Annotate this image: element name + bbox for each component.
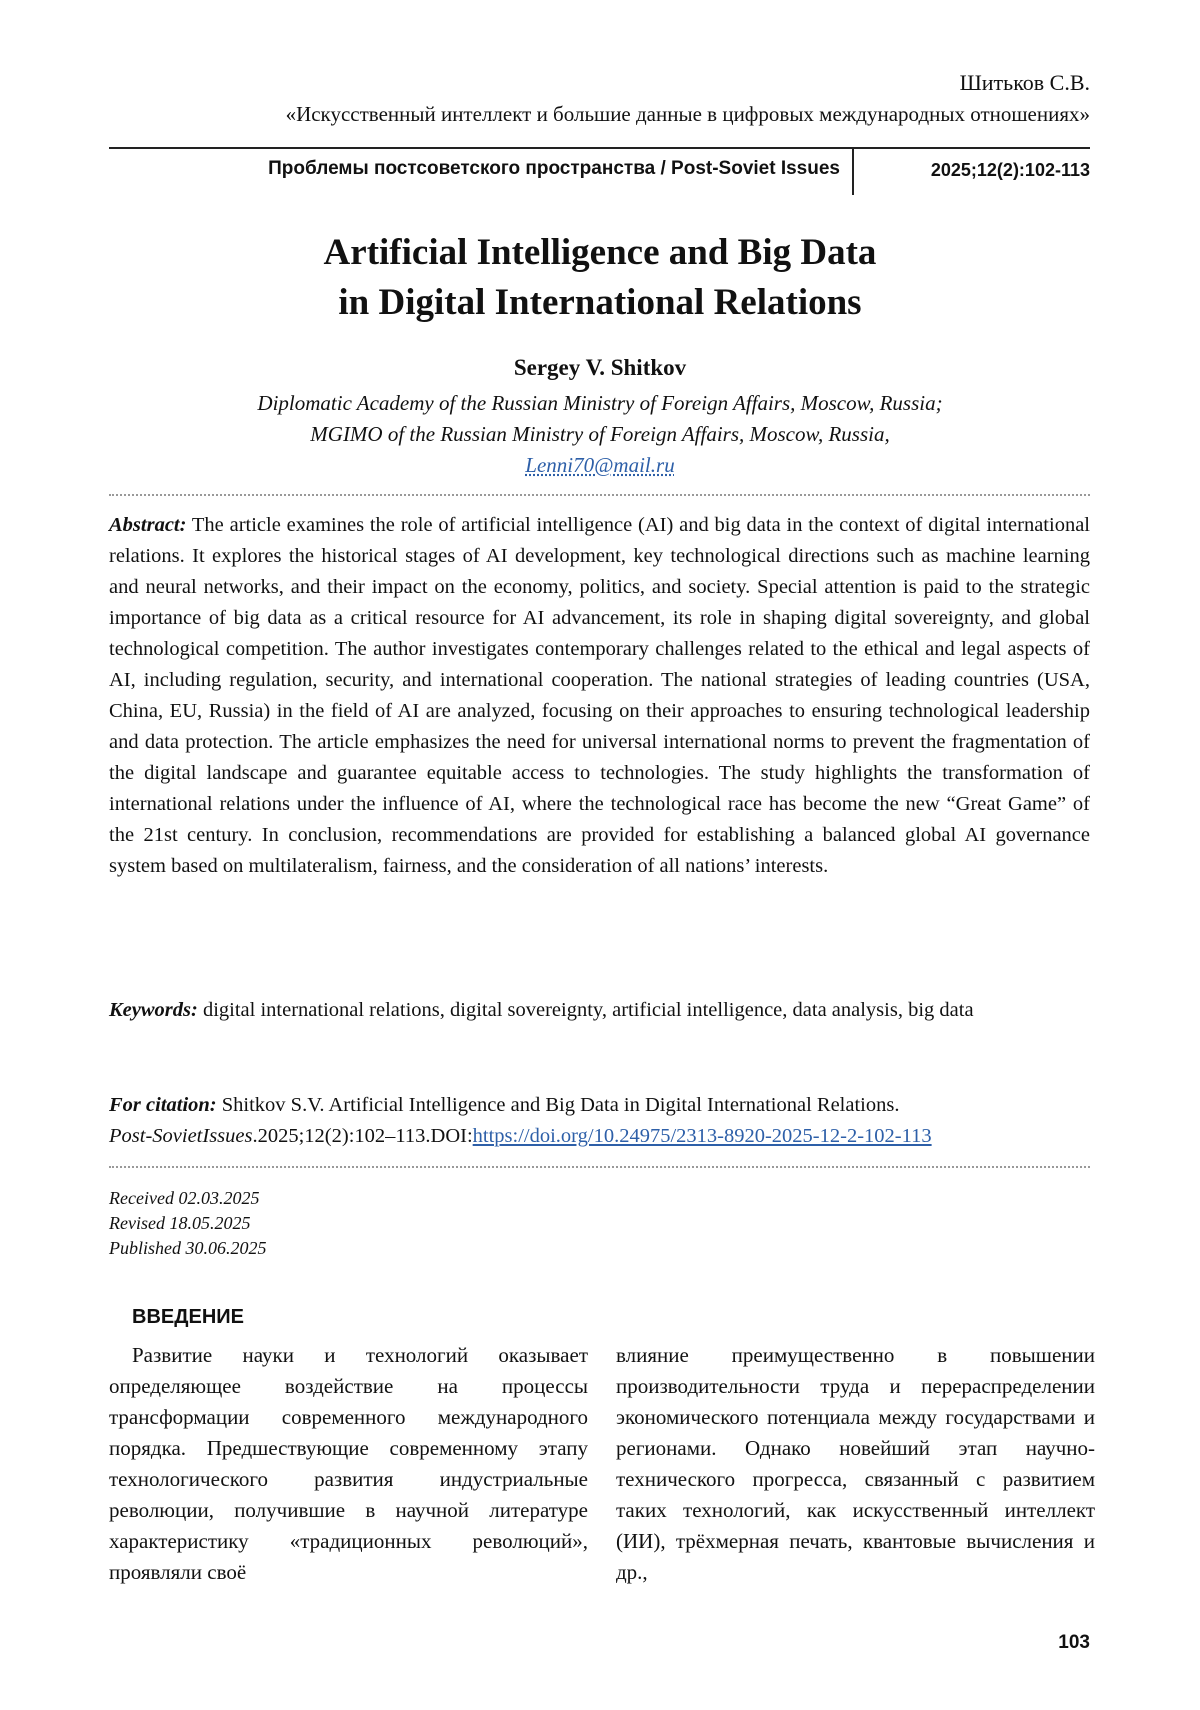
title-line-1: Artificial Intelligence and Big Data [0, 228, 1200, 278]
author-email-link[interactable]: Lenni70@mail.ru [525, 453, 674, 477]
dotted-divider [109, 494, 1090, 496]
running-header-title: «Искусственный интеллект и большие данны… [286, 102, 1090, 127]
abstract-label: Abstract: [109, 514, 186, 536]
revised-date: Revised 18.05.2025 [109, 1211, 267, 1236]
dotted-divider-2 [109, 1166, 1090, 1168]
citation-text: Shitkov S.V. Artificial Intelligence and… [222, 1094, 900, 1116]
keywords: Keywords: digital international relation… [109, 995, 1090, 1026]
header-rule [109, 147, 1090, 149]
article-title: Artificial Intelligence and Big Data in … [0, 228, 1200, 328]
author-name: Sergey V. Shitkov [0, 355, 1200, 381]
journal-name: Проблемы постсоветского пространства / P… [268, 158, 840, 180]
affiliation-2: MGIMO of the Russian Ministry of Foreign… [0, 419, 1200, 450]
section-heading: ВВЕДЕНИЕ [132, 1306, 244, 1329]
page-number: 103 [1058, 1632, 1090, 1654]
citation-details: .2025;12(2):102–113.DOI: [252, 1125, 472, 1147]
citation-label: For citation: [109, 1094, 217, 1116]
keywords-label: Keywords: [109, 999, 198, 1021]
received-date: Received 02.03.2025 [109, 1186, 267, 1211]
body-column-left: Развитие науки и технологий оказывает оп… [109, 1340, 588, 1588]
abstract-text: The article examines the role of artific… [109, 514, 1090, 877]
running-header-author: Шитьков С.В. [960, 70, 1090, 96]
citation-journal: Post-SovietIssues [109, 1125, 252, 1147]
citation: For citation: Shitkov S.V. Artificial In… [109, 1090, 1090, 1152]
keywords-text: digital international relations, digital… [203, 999, 974, 1021]
header-divider [852, 147, 854, 195]
article-dates: Received 02.03.2025 Revised 18.05.2025 P… [109, 1186, 267, 1261]
doi-link[interactable]: https://doi.org/10.24975/2313-8920-2025-… [473, 1125, 932, 1147]
issue-info: 2025;12(2):102-113 [931, 160, 1090, 181]
body-column-right: влияние преимущественно в повышении прои… [616, 1340, 1095, 1588]
affiliations: Diplomatic Academy of the Russian Minist… [0, 388, 1200, 481]
affiliation-1: Diplomatic Academy of the Russian Minist… [0, 388, 1200, 419]
published-date: Published 30.06.2025 [109, 1236, 267, 1261]
abstract: Abstract: The article examines the role … [109, 510, 1090, 882]
title-line-2: in Digital International Relations [0, 278, 1200, 328]
